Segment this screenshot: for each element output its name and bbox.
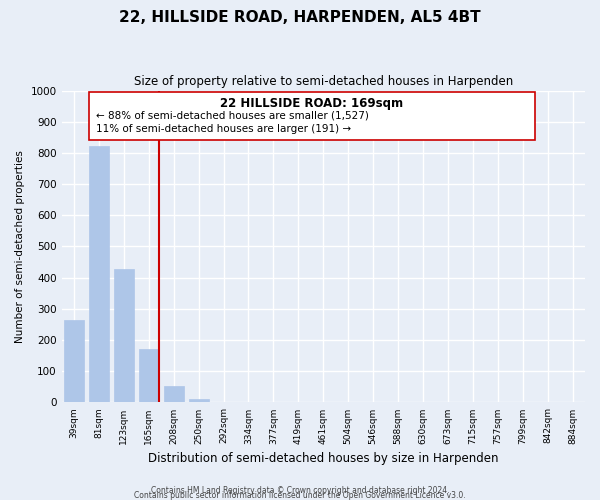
Bar bbox=[64, 320, 84, 402]
Bar bbox=[114, 270, 134, 402]
Text: 22, HILLSIDE ROAD, HARPENDEN, AL5 4BT: 22, HILLSIDE ROAD, HARPENDEN, AL5 4BT bbox=[119, 10, 481, 25]
X-axis label: Distribution of semi-detached houses by size in Harpenden: Distribution of semi-detached houses by … bbox=[148, 452, 499, 465]
Text: 11% of semi-detached houses are larger (191) →: 11% of semi-detached houses are larger (… bbox=[97, 124, 352, 134]
Text: Contains public sector information licensed under the Open Government Licence v3: Contains public sector information licen… bbox=[134, 491, 466, 500]
Bar bbox=[188, 398, 209, 402]
Y-axis label: Number of semi-detached properties: Number of semi-detached properties bbox=[15, 150, 25, 343]
Text: ← 88% of semi-detached houses are smaller (1,527): ← 88% of semi-detached houses are smalle… bbox=[97, 110, 370, 120]
Bar bbox=[164, 386, 184, 402]
Title: Size of property relative to semi-detached houses in Harpenden: Size of property relative to semi-detach… bbox=[134, 75, 513, 88]
Bar bbox=[89, 146, 109, 403]
Bar bbox=[139, 350, 159, 403]
Text: Contains HM Land Registry data © Crown copyright and database right 2024.: Contains HM Land Registry data © Crown c… bbox=[151, 486, 449, 495]
FancyBboxPatch shape bbox=[89, 92, 535, 140]
Text: 22 HILLSIDE ROAD: 169sqm: 22 HILLSIDE ROAD: 169sqm bbox=[220, 96, 404, 110]
